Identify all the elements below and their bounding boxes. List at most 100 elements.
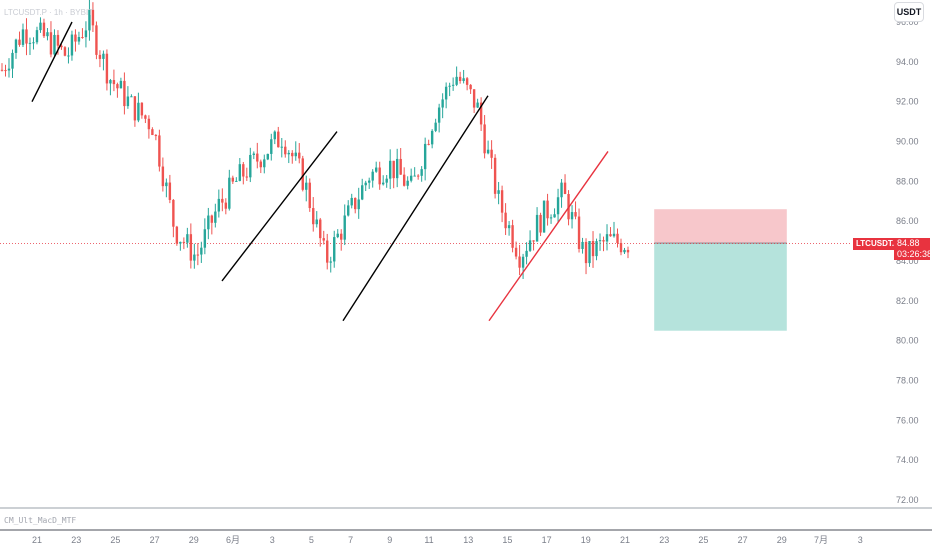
- candle-body: [165, 182, 168, 187]
- candle-body: [105, 53, 109, 84]
- candle-body: [0, 69, 4, 71]
- candle-body: [88, 9, 91, 31]
- candle-body: [214, 211, 217, 223]
- candle-body: [364, 182, 367, 186]
- candle-body: [242, 164, 245, 177]
- x-tick-label: 25: [110, 535, 120, 545]
- trendlines: [31, 21, 609, 322]
- x-tick-label: 15: [502, 535, 512, 545]
- candle-body: [444, 86, 448, 100]
- candle-body: [4, 70, 7, 72]
- candle-body: [280, 146, 283, 148]
- y-tick-label: 84.00: [896, 256, 919, 266]
- candle-body: [507, 225, 511, 229]
- candle-body: [70, 34, 74, 56]
- x-tick-label: 21: [32, 535, 42, 545]
- candle-body: [406, 180, 409, 186]
- candle-body: [196, 254, 200, 256]
- y-tick-label: 90.00: [896, 137, 919, 147]
- candle-body: [21, 29, 25, 45]
- candle-body: [388, 160, 392, 179]
- candle-body: [11, 52, 14, 69]
- x-tick-label: 3: [270, 535, 275, 545]
- candle-body: [458, 76, 462, 82]
- x-tick-label: 3: [858, 535, 863, 545]
- y-tick-label: 94.00: [896, 57, 919, 67]
- candle-body: [224, 202, 228, 209]
- x-tick-label: 29: [777, 535, 787, 545]
- candle-body: [354, 197, 357, 210]
- x-tick-label: 9: [387, 535, 392, 545]
- candle-body: [616, 233, 619, 243]
- candle-body: [595, 241, 598, 257]
- candle-body: [340, 233, 343, 240]
- candle-body: [375, 167, 378, 172]
- candle-body: [60, 45, 63, 48]
- candle-body: [423, 143, 427, 170]
- candle-body: [312, 208, 315, 225]
- candle-body: [249, 154, 252, 178]
- candle-body: [556, 197, 560, 215]
- candle-body: [217, 198, 221, 212]
- candle-body: [553, 214, 556, 218]
- candle-body: [161, 166, 165, 187]
- candle-body: [14, 39, 18, 53]
- candle-body: [395, 158, 399, 179]
- y-tick-label: 78.00: [896, 376, 919, 386]
- candle-body: [137, 102, 140, 121]
- x-tick-label: 17: [542, 535, 552, 545]
- black-trendline: [221, 131, 338, 282]
- candle-body: [483, 124, 486, 154]
- y-tick-label: 86.00: [896, 216, 919, 226]
- candle-body: [392, 160, 395, 179]
- candle-body: [32, 42, 35, 44]
- candle-body: [518, 256, 521, 268]
- x-tick-label: 21: [620, 535, 630, 545]
- grid: [0, 243, 932, 531]
- time-axis: 21 23 25 27 29 6月 3 5 7 9 11 13 15 17 19 21 23 25 27 29 7月 3: [32, 535, 863, 545]
- x-tick-label: 13: [463, 535, 473, 545]
- candle-body: [476, 102, 479, 108]
- candle-body: [298, 152, 301, 159]
- candle-body: [294, 152, 297, 157]
- candle-body: [18, 39, 21, 45]
- candle-body: [186, 234, 189, 243]
- candle-body: [385, 178, 388, 183]
- position-zones: [654, 209, 787, 331]
- y-tick-label: 80.00: [896, 336, 919, 346]
- candle-body: [151, 129, 154, 136]
- x-tick-label: 23: [659, 535, 669, 545]
- candle-body: [42, 22, 46, 37]
- candle-body: [326, 240, 329, 263]
- candle-body: [102, 53, 105, 59]
- candle-body: [602, 240, 605, 242]
- candle-body: [343, 215, 346, 240]
- candle-body: [535, 214, 539, 242]
- candle-body: [532, 240, 535, 242]
- candle-body: [91, 9, 95, 26]
- candle-body: [402, 174, 406, 186]
- candle-body: [329, 261, 332, 263]
- candle-body: [154, 135, 158, 137]
- candle-body: [469, 84, 472, 90]
- x-tick-label: 5: [309, 535, 314, 545]
- candle-body: [493, 157, 497, 194]
- candle-body: [381, 182, 385, 185]
- y-tick-label: 74.00: [896, 455, 919, 465]
- last-price-symbol-label: LTCUSDT.P: [853, 238, 903, 250]
- candle-body: [472, 89, 476, 108]
- candle-body: [147, 118, 151, 130]
- candle-body: [193, 254, 196, 261]
- candle-body: [77, 37, 81, 42]
- candle-body: [49, 32, 53, 55]
- candle-body: [245, 176, 249, 178]
- candle-body: [263, 159, 266, 168]
- candle-body: [259, 161, 262, 168]
- candle-body: [235, 180, 238, 182]
- candle-body: [126, 96, 130, 107]
- currency-button[interactable]: USDT: [894, 2, 924, 22]
- candle-body: [63, 47, 67, 56]
- candle-body: [119, 80, 123, 89]
- black-trendline: [31, 21, 73, 102]
